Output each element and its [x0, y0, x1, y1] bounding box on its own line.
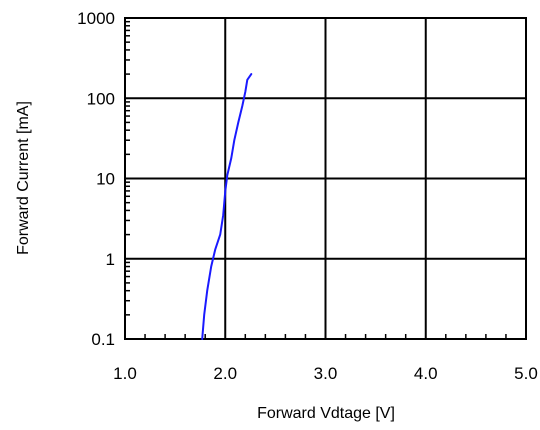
- series-layer: [201, 73, 253, 340]
- x-tick-label: 2.0: [213, 364, 237, 383]
- x-axis-ticks: 1.0 2.0 3.0 4.0 5.0: [113, 364, 538, 383]
- grid-lines: [125, 18, 526, 339]
- y-axis-ticks: 0.1 1 10 100 1000: [77, 9, 115, 349]
- x-tick-label: 1.0: [113, 364, 137, 383]
- x-tick-label: 3.0: [314, 364, 338, 383]
- y-tick-label: 1: [106, 250, 115, 269]
- series-line: [201, 73, 253, 340]
- y-tick-label: 1000: [77, 9, 115, 28]
- y-tick-label: 10: [96, 170, 115, 189]
- y-axis-title: Forward Current [mA]: [15, 101, 32, 255]
- x-tick-label: 5.0: [514, 364, 538, 383]
- y-tick-label: 0.1: [91, 330, 115, 349]
- y-tick-label: 100: [87, 89, 115, 108]
- x-tick-label: 4.0: [414, 364, 438, 383]
- minor-ticks: [125, 20, 507, 339]
- x-axis-title: Forward Vdtage [V]: [257, 405, 395, 422]
